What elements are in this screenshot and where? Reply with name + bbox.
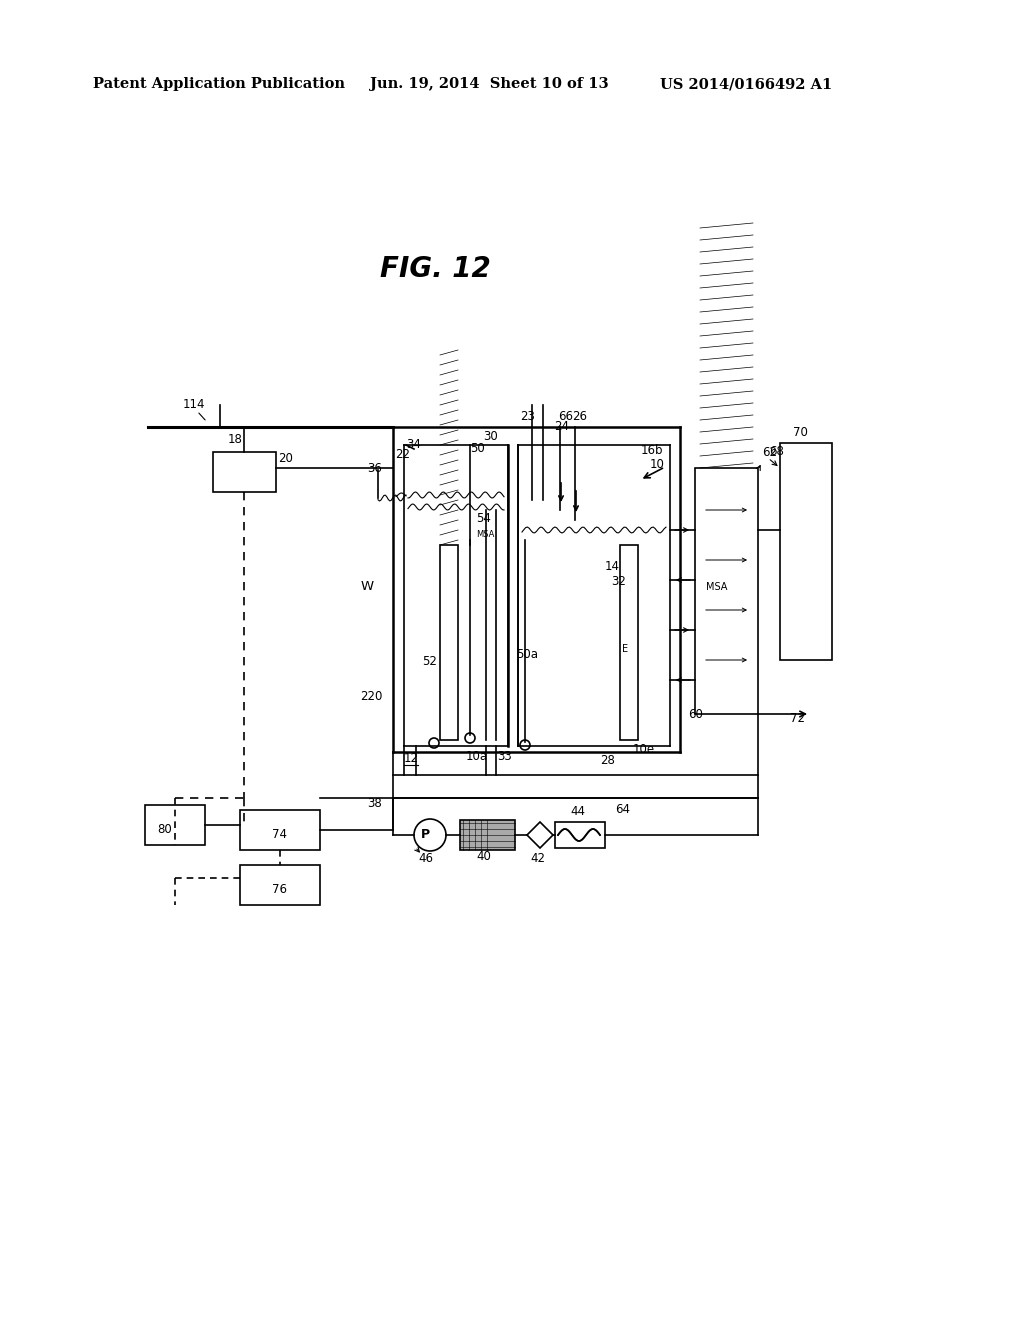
Bar — [555, 822, 605, 847]
Bar — [240, 865, 319, 906]
Text: 64: 64 — [615, 803, 630, 816]
Text: 68: 68 — [769, 445, 784, 458]
Text: 66: 66 — [558, 411, 573, 422]
Text: 80: 80 — [157, 822, 172, 836]
Text: 26: 26 — [572, 411, 587, 422]
Bar — [145, 805, 205, 845]
Bar — [240, 810, 319, 850]
Text: MSA: MSA — [706, 582, 727, 591]
Text: 74: 74 — [272, 828, 287, 841]
Text: 22: 22 — [395, 447, 410, 461]
Text: 38: 38 — [367, 797, 382, 810]
Text: 10: 10 — [650, 458, 665, 471]
Text: MSA: MSA — [476, 531, 495, 539]
Text: 44: 44 — [570, 805, 585, 818]
Text: 42: 42 — [530, 851, 545, 865]
Text: Jun. 19, 2014  Sheet 10 of 13: Jun. 19, 2014 Sheet 10 of 13 — [370, 77, 608, 91]
Text: 52: 52 — [422, 655, 437, 668]
Text: 54: 54 — [476, 512, 490, 525]
Text: P: P — [421, 828, 429, 841]
Text: Patent Application Publication: Patent Application Publication — [93, 77, 345, 91]
Text: 28: 28 — [600, 754, 614, 767]
Text: 114: 114 — [183, 399, 206, 411]
Text: 20: 20 — [278, 451, 293, 465]
Text: 10a: 10a — [466, 750, 488, 763]
Text: 14: 14 — [605, 560, 620, 573]
Text: E: E — [622, 644, 628, 653]
Text: 50: 50 — [470, 442, 484, 455]
Text: 16b: 16b — [641, 444, 664, 457]
Text: 50a: 50a — [516, 648, 538, 661]
Text: 34: 34 — [406, 438, 421, 451]
Text: 24: 24 — [554, 420, 569, 433]
Text: 40: 40 — [476, 850, 490, 863]
Text: 23: 23 — [520, 411, 535, 422]
Text: 60: 60 — [688, 708, 702, 721]
Bar — [440, 545, 458, 741]
Bar — [620, 545, 638, 741]
Polygon shape — [527, 822, 553, 847]
Text: 70: 70 — [793, 426, 808, 440]
Bar — [460, 820, 515, 850]
Bar — [213, 451, 276, 492]
Bar — [780, 444, 831, 660]
Text: 12: 12 — [404, 752, 419, 766]
Text: 32: 32 — [611, 576, 626, 587]
Text: 72: 72 — [790, 711, 805, 725]
Text: 220: 220 — [360, 690, 382, 704]
Text: 76: 76 — [272, 883, 287, 896]
Bar — [695, 469, 758, 714]
Text: US 2014/0166492 A1: US 2014/0166492 A1 — [660, 77, 833, 91]
Text: W: W — [361, 579, 374, 593]
Text: 18: 18 — [228, 433, 243, 446]
Text: 10e: 10e — [633, 743, 655, 756]
Text: 30: 30 — [483, 430, 498, 444]
Text: 33: 33 — [497, 750, 512, 763]
Text: FIG. 12: FIG. 12 — [380, 255, 490, 282]
Text: 62: 62 — [762, 446, 777, 459]
Text: 46: 46 — [418, 851, 433, 865]
Text: 36: 36 — [367, 462, 382, 475]
